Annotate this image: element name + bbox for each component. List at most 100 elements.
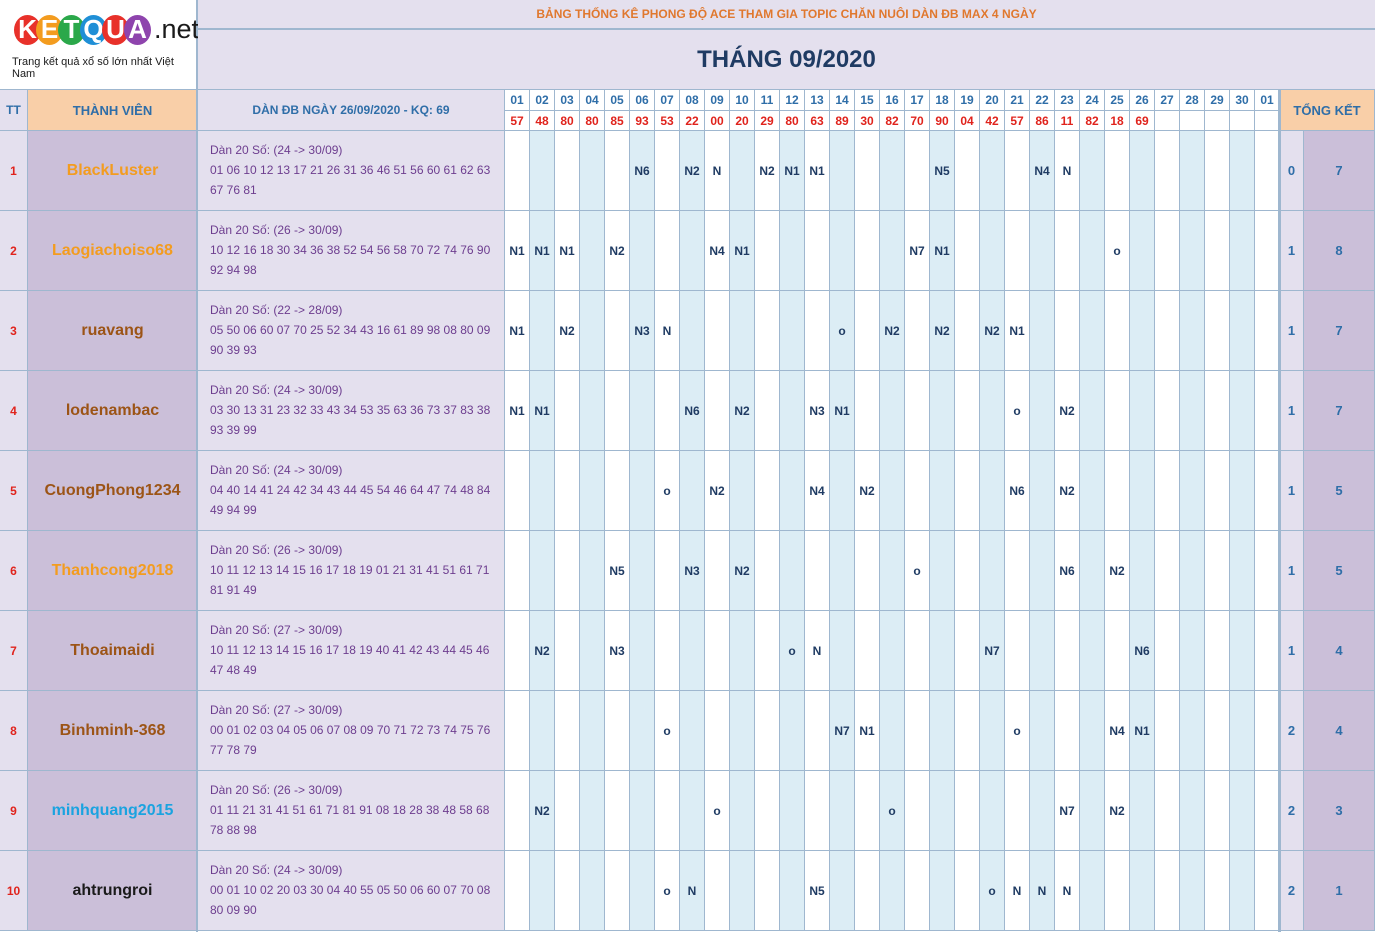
month-title: THÁNG 09/2020: [198, 30, 1375, 90]
mark-cell: [880, 611, 905, 691]
mark-cell: [855, 531, 880, 611]
summary-left: 0: [1280, 131, 1304, 211]
mark-cell: [630, 451, 655, 531]
result-cell: 70: [905, 111, 930, 131]
mark-cell: N1: [555, 211, 580, 291]
row-number: 9: [0, 771, 28, 851]
logo[interactable]: K E T Q U A .net Trang kết quả xổ số lớn nhất …: [0, 0, 199, 90]
mark-cell: [780, 691, 805, 771]
mark-cell: [530, 851, 555, 931]
mark-cell: [730, 131, 755, 211]
mark-cell: [1255, 691, 1280, 771]
mark-cell: [980, 371, 1005, 451]
dan-so-cell: Dàn 20 Số: (24 -> 30/09) 01 06 10 12 13 1…: [198, 131, 505, 211]
mark-cell: [1230, 771, 1255, 851]
mark-cell: [555, 771, 580, 851]
date-header: 25: [1105, 90, 1130, 111]
mark-cell: [555, 531, 580, 611]
dan-title: Dàn 20 Số: (26 -> 30/09): [210, 783, 343, 797]
member-name[interactable]: minhquang2015: [28, 771, 198, 851]
mark-cell: N6: [1055, 531, 1080, 611]
mark-cell: [880, 211, 905, 291]
mark-cell: [855, 131, 880, 211]
mark-cell: [855, 371, 880, 451]
row-number: 8: [0, 691, 28, 771]
mark-cell: [930, 371, 955, 451]
mark-cell: [1030, 531, 1055, 611]
mark-cell: [1155, 131, 1180, 211]
date-header: 11: [755, 90, 780, 111]
row-number: 1: [0, 131, 28, 211]
dan-title: Dàn 20 Số: (24 -> 30/09): [210, 463, 343, 477]
date-header: 27: [1155, 90, 1180, 111]
mark-cell: N7: [1055, 771, 1080, 851]
member-name[interactable]: ahtrungroi: [28, 851, 198, 931]
mark-cell: N2: [730, 371, 755, 451]
mark-cell: [955, 371, 980, 451]
date-header: 06: [630, 90, 655, 111]
result-cell: [1155, 111, 1180, 131]
mark-cell: [880, 691, 905, 771]
mark-cell: [780, 451, 805, 531]
mark-cell: [1080, 851, 1105, 931]
mark-cell: [1230, 291, 1255, 371]
mark-cell: [1080, 211, 1105, 291]
mark-cell: [955, 131, 980, 211]
summary-right: 1: [1304, 851, 1375, 931]
mark-cell: [1080, 451, 1105, 531]
mark-cell: [780, 291, 805, 371]
logo-letter: A: [124, 14, 151, 45]
member-name[interactable]: Thoaimaidi: [28, 611, 198, 691]
mark-cell: [880, 131, 905, 211]
result-cell: 42: [980, 111, 1005, 131]
mark-cell: [1105, 851, 1130, 931]
mark-cell: [755, 851, 780, 931]
date-header: 15: [855, 90, 880, 111]
mark-cell: [1180, 851, 1205, 931]
mark-cell: [1180, 771, 1205, 851]
mark-cell: [505, 691, 530, 771]
member-name[interactable]: lodenambac: [28, 371, 198, 451]
mark-cell: [905, 611, 930, 691]
mark-cell: [1130, 371, 1155, 451]
member-name[interactable]: CuongPhong1234: [28, 451, 198, 531]
row-number: 5: [0, 451, 28, 531]
dan-numbers: 04 40 14 41 24 42 34 43 44 45 54 46 64 4…: [210, 483, 491, 517]
mark-cell: [1255, 211, 1280, 291]
mark-cell: [1080, 771, 1105, 851]
mark-cell: [1180, 371, 1205, 451]
member-name[interactable]: Thanhcong2018: [28, 531, 198, 611]
header-tt: TT: [0, 90, 28, 131]
summary-left: 1: [1280, 291, 1304, 371]
mark-cell: [605, 691, 630, 771]
mark-cell: [1205, 531, 1230, 611]
member-name[interactable]: ruavang: [28, 291, 198, 371]
mark-cell: [730, 851, 755, 931]
mark-cell: [1180, 691, 1205, 771]
header-summary: TỔNG KẾT: [1280, 90, 1375, 131]
mark-cell: [1155, 531, 1180, 611]
mark-cell: [555, 691, 580, 771]
date-header: 29: [1205, 90, 1230, 111]
mark-cell: [905, 371, 930, 451]
mark-cell: [605, 131, 630, 211]
date-header: 30: [1230, 90, 1255, 111]
mark-cell: [580, 531, 605, 611]
mark-cell: [530, 131, 555, 211]
mark-cell: [1205, 771, 1230, 851]
member-name[interactable]: BlackLuster: [28, 131, 198, 211]
mark-cell: [805, 211, 830, 291]
result-cell: 29: [755, 111, 780, 131]
mark-cell: [655, 611, 680, 691]
member-name[interactable]: Binhminh-368: [28, 691, 198, 771]
member-name[interactable]: Laogiachoiso68: [28, 211, 198, 291]
mark-cell: [605, 291, 630, 371]
mark-cell: [1080, 611, 1105, 691]
mark-cell: [530, 451, 555, 531]
date-header: 20: [980, 90, 1005, 111]
mark-cell: N1: [730, 211, 755, 291]
dan-title: Dàn 20 Số: (26 -> 30/09): [210, 223, 343, 237]
summary-left: 1: [1280, 611, 1304, 691]
mark-cell: [580, 371, 605, 451]
mark-cell: [655, 531, 680, 611]
